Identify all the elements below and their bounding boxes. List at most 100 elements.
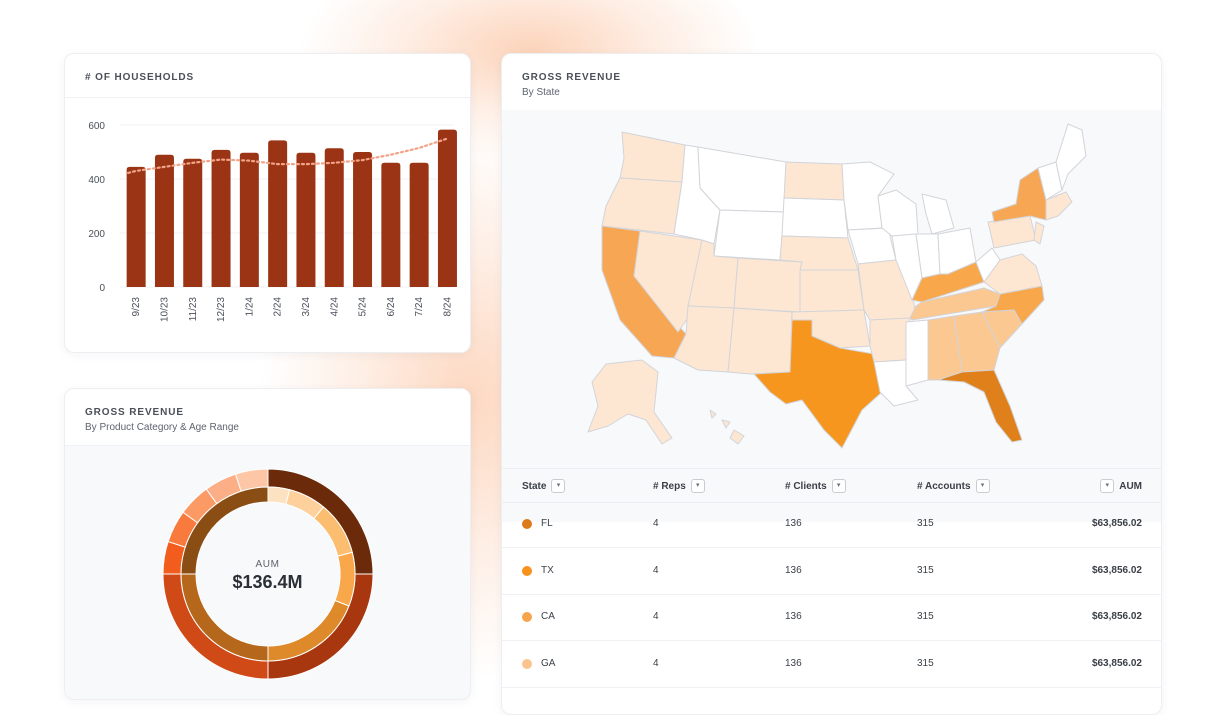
state-nd[interactable]: [783, 161, 845, 201]
bar[interactable]: [381, 162, 401, 287]
column-reps[interactable]: # Reps ▾: [653, 479, 705, 493]
y-tick-label: 600: [88, 121, 105, 132]
table-row[interactable]: FL 4 136 315 $63,856.02: [502, 501, 1161, 548]
cell-aum: $63,856.02: [1091, 658, 1142, 669]
cell-clients: 136: [785, 658, 802, 669]
chevron-down-icon[interactable]: ▾: [690, 479, 705, 493]
x-tick-label: 2/24: [273, 297, 284, 317]
cell-reps: 4: [653, 518, 659, 529]
table-row[interactable]: GA 4 136 315 $63,856.02: [502, 641, 1161, 688]
state-hi[interactable]: [709, 409, 745, 445]
state-ak[interactable]: [587, 359, 673, 445]
households-card: # OF HOUSEHOLDS 0 200 400 600 9/23 10/23 11/23…: [64, 53, 471, 353]
state-wv[interactable]: [975, 247, 1001, 283]
state-color-dot: [522, 519, 532, 529]
state-ga[interactable]: [953, 311, 1001, 373]
cell-aum: $63,856.02: [1091, 611, 1142, 622]
bar[interactable]: [268, 140, 288, 287]
cell-clients: 136: [785, 611, 802, 622]
state-tx[interactable]: [753, 319, 883, 449]
cell-state: CA: [541, 611, 555, 622]
cell-reps: 4: [653, 611, 659, 622]
x-tick-label: 8/24: [442, 297, 453, 317]
column-clients[interactable]: # Clients ▾: [785, 479, 846, 493]
state-ar[interactable]: [869, 317, 911, 363]
state-ks[interactable]: [799, 269, 865, 313]
aum-label: AUM: [255, 559, 280, 570]
table-row[interactable]: CA 4 136 315 $63,856.02: [502, 594, 1161, 641]
state-wi[interactable]: [877, 189, 919, 237]
state-color-dot: [522, 566, 532, 576]
cell-aum: $63,856.02: [1091, 565, 1142, 576]
cell-reps: 4: [653, 565, 659, 576]
bar[interactable]: [183, 158, 203, 287]
state-ms[interactable]: [905, 319, 929, 387]
state-ky[interactable]: [911, 261, 985, 303]
chevron-down-icon[interactable]: ▾: [975, 479, 990, 493]
state-table-header: State ▾ # Reps ▾ # Clients ▾ # Accounts …: [502, 468, 1161, 503]
y-tick-label: 200: [88, 229, 105, 240]
cell-clients: 136: [785, 518, 802, 529]
bar[interactable]: [211, 149, 231, 287]
x-tick-label: 3/24: [301, 297, 312, 317]
x-tick-label: 9/23: [131, 297, 142, 317]
cell-state: TX: [541, 565, 554, 576]
donut-center: [197, 503, 339, 645]
aum-value: $136.4M: [232, 572, 303, 592]
cell-accounts: 315: [917, 611, 934, 622]
column-clients-label: # Clients: [785, 480, 827, 492]
chevron-down-icon[interactable]: ▾: [551, 479, 566, 493]
state-nm[interactable]: [727, 307, 793, 375]
bar[interactable]: [353, 152, 373, 287]
column-state-label: State: [522, 480, 547, 492]
households-bar-chart: 0 200 400 600 9/23 10/23 11/23 12/23 1/24 2/24 3/2…: [88, 121, 457, 322]
revenue-state-card: GROSS REVENUE By State: [501, 53, 1162, 715]
bar[interactable]: [154, 154, 174, 287]
state-wa[interactable]: [619, 131, 686, 183]
state-co[interactable]: [733, 257, 803, 313]
state-or[interactable]: [601, 177, 683, 235]
cell-state: GA: [541, 658, 556, 669]
revenue-state-title: GROSS REVENUE: [522, 72, 621, 83]
bar[interactable]: [409, 162, 429, 287]
bar[interactable]: [437, 129, 457, 287]
inner-segment[interactable]: [180, 486, 269, 575]
state-new-england[interactable]: [1045, 191, 1073, 221]
cell-clients: 136: [785, 565, 802, 576]
revenue-state-subtitle: By State: [522, 87, 560, 98]
bar[interactable]: [324, 148, 344, 287]
table-row[interactable]: TX 4 136 315 $63,856.02: [502, 548, 1161, 595]
x-tick-label: 6/24: [386, 297, 397, 317]
bar[interactable]: [126, 166, 146, 287]
state-nj[interactable]: [1033, 221, 1045, 245]
state-mi[interactable]: [921, 193, 955, 235]
households-divider: [65, 97, 470, 98]
state-fl[interactable]: [937, 369, 1023, 443]
y-tick-label: 0: [99, 283, 105, 294]
column-accounts[interactable]: # Accounts ▾: [917, 479, 990, 493]
state-sd[interactable]: [781, 197, 849, 239]
revenue-product-card: GROSS REVENUE By Product Category & Age …: [64, 388, 471, 700]
y-tick-label: 400: [88, 175, 105, 186]
chevron-down-icon[interactable]: ▾: [1100, 479, 1115, 493]
column-reps-label: # Reps: [653, 480, 686, 492]
cell-aum: $63,856.02: [1091, 518, 1142, 529]
x-tick-label: 4/24: [329, 297, 340, 317]
state-color-dot: [522, 612, 532, 622]
state-nv[interactable]: [633, 230, 703, 333]
state-wy[interactable]: [713, 209, 785, 261]
bar[interactable]: [296, 152, 316, 287]
cell-reps: 4: [653, 658, 659, 669]
bar[interactable]: [239, 152, 259, 287]
column-state[interactable]: State ▾: [522, 479, 566, 493]
column-aum-label: AUM: [1119, 480, 1142, 492]
state-me[interactable]: [1055, 123, 1087, 191]
state-ny[interactable]: [991, 167, 1047, 223]
us-map: [502, 110, 1161, 522]
state-tn[interactable]: [909, 287, 1001, 321]
chevron-down-icon[interactable]: ▾: [831, 479, 846, 493]
revenue-product-title: GROSS REVENUE: [85, 407, 184, 418]
x-tick-label: 5/24: [358, 297, 369, 317]
cell-accounts: 315: [917, 658, 934, 669]
column-aum[interactable]: ▾ AUM: [1100, 479, 1142, 493]
